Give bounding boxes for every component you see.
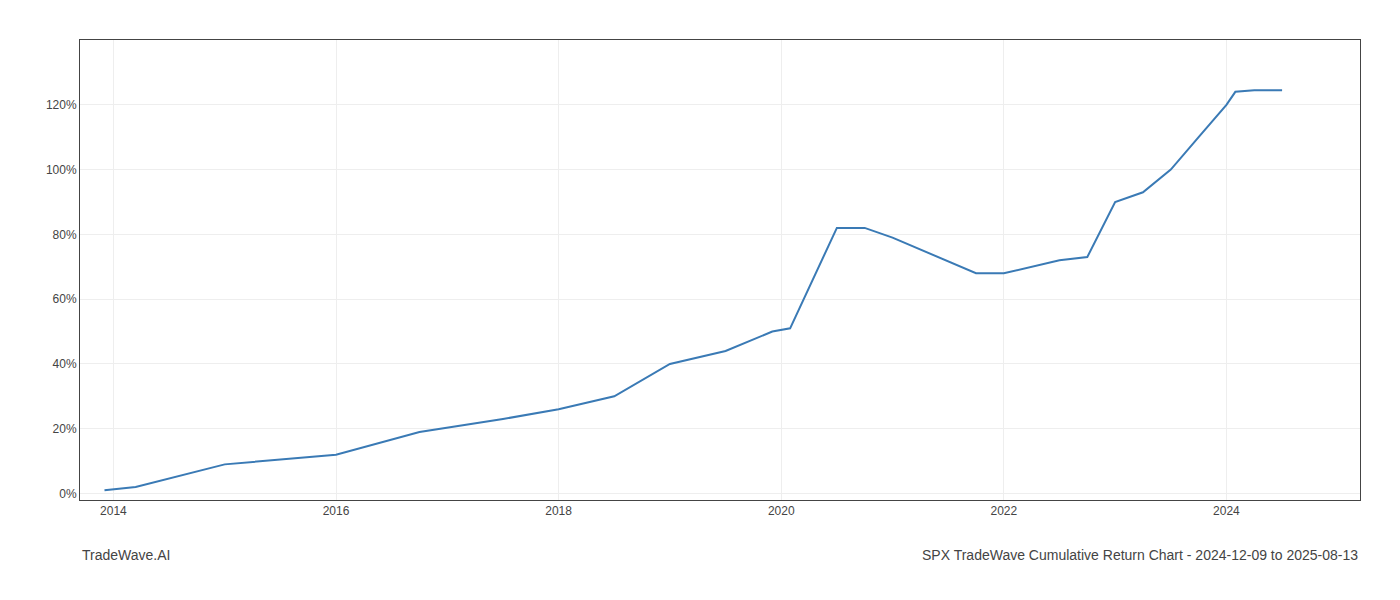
svg-text:2024: 2024 (1213, 504, 1240, 518)
svg-text:120%: 120% (46, 98, 77, 112)
svg-text:TradeWave.AI: TradeWave.AI (82, 547, 170, 563)
svg-text:80%: 80% (53, 228, 77, 242)
svg-text:2022: 2022 (990, 504, 1017, 518)
svg-text:20%: 20% (53, 422, 77, 436)
svg-text:40%: 40% (53, 357, 77, 371)
svg-text:2016: 2016 (323, 504, 350, 518)
svg-text:SPX TradeWave Cumulative Retur: SPX TradeWave Cumulative Return Chart - … (922, 547, 1358, 563)
svg-text:60%: 60% (53, 292, 77, 306)
svg-text:2020: 2020 (768, 504, 795, 518)
svg-text:100%: 100% (46, 163, 77, 177)
svg-text:2014: 2014 (100, 504, 127, 518)
svg-text:2018: 2018 (545, 504, 572, 518)
svg-text:0%: 0% (59, 487, 77, 501)
